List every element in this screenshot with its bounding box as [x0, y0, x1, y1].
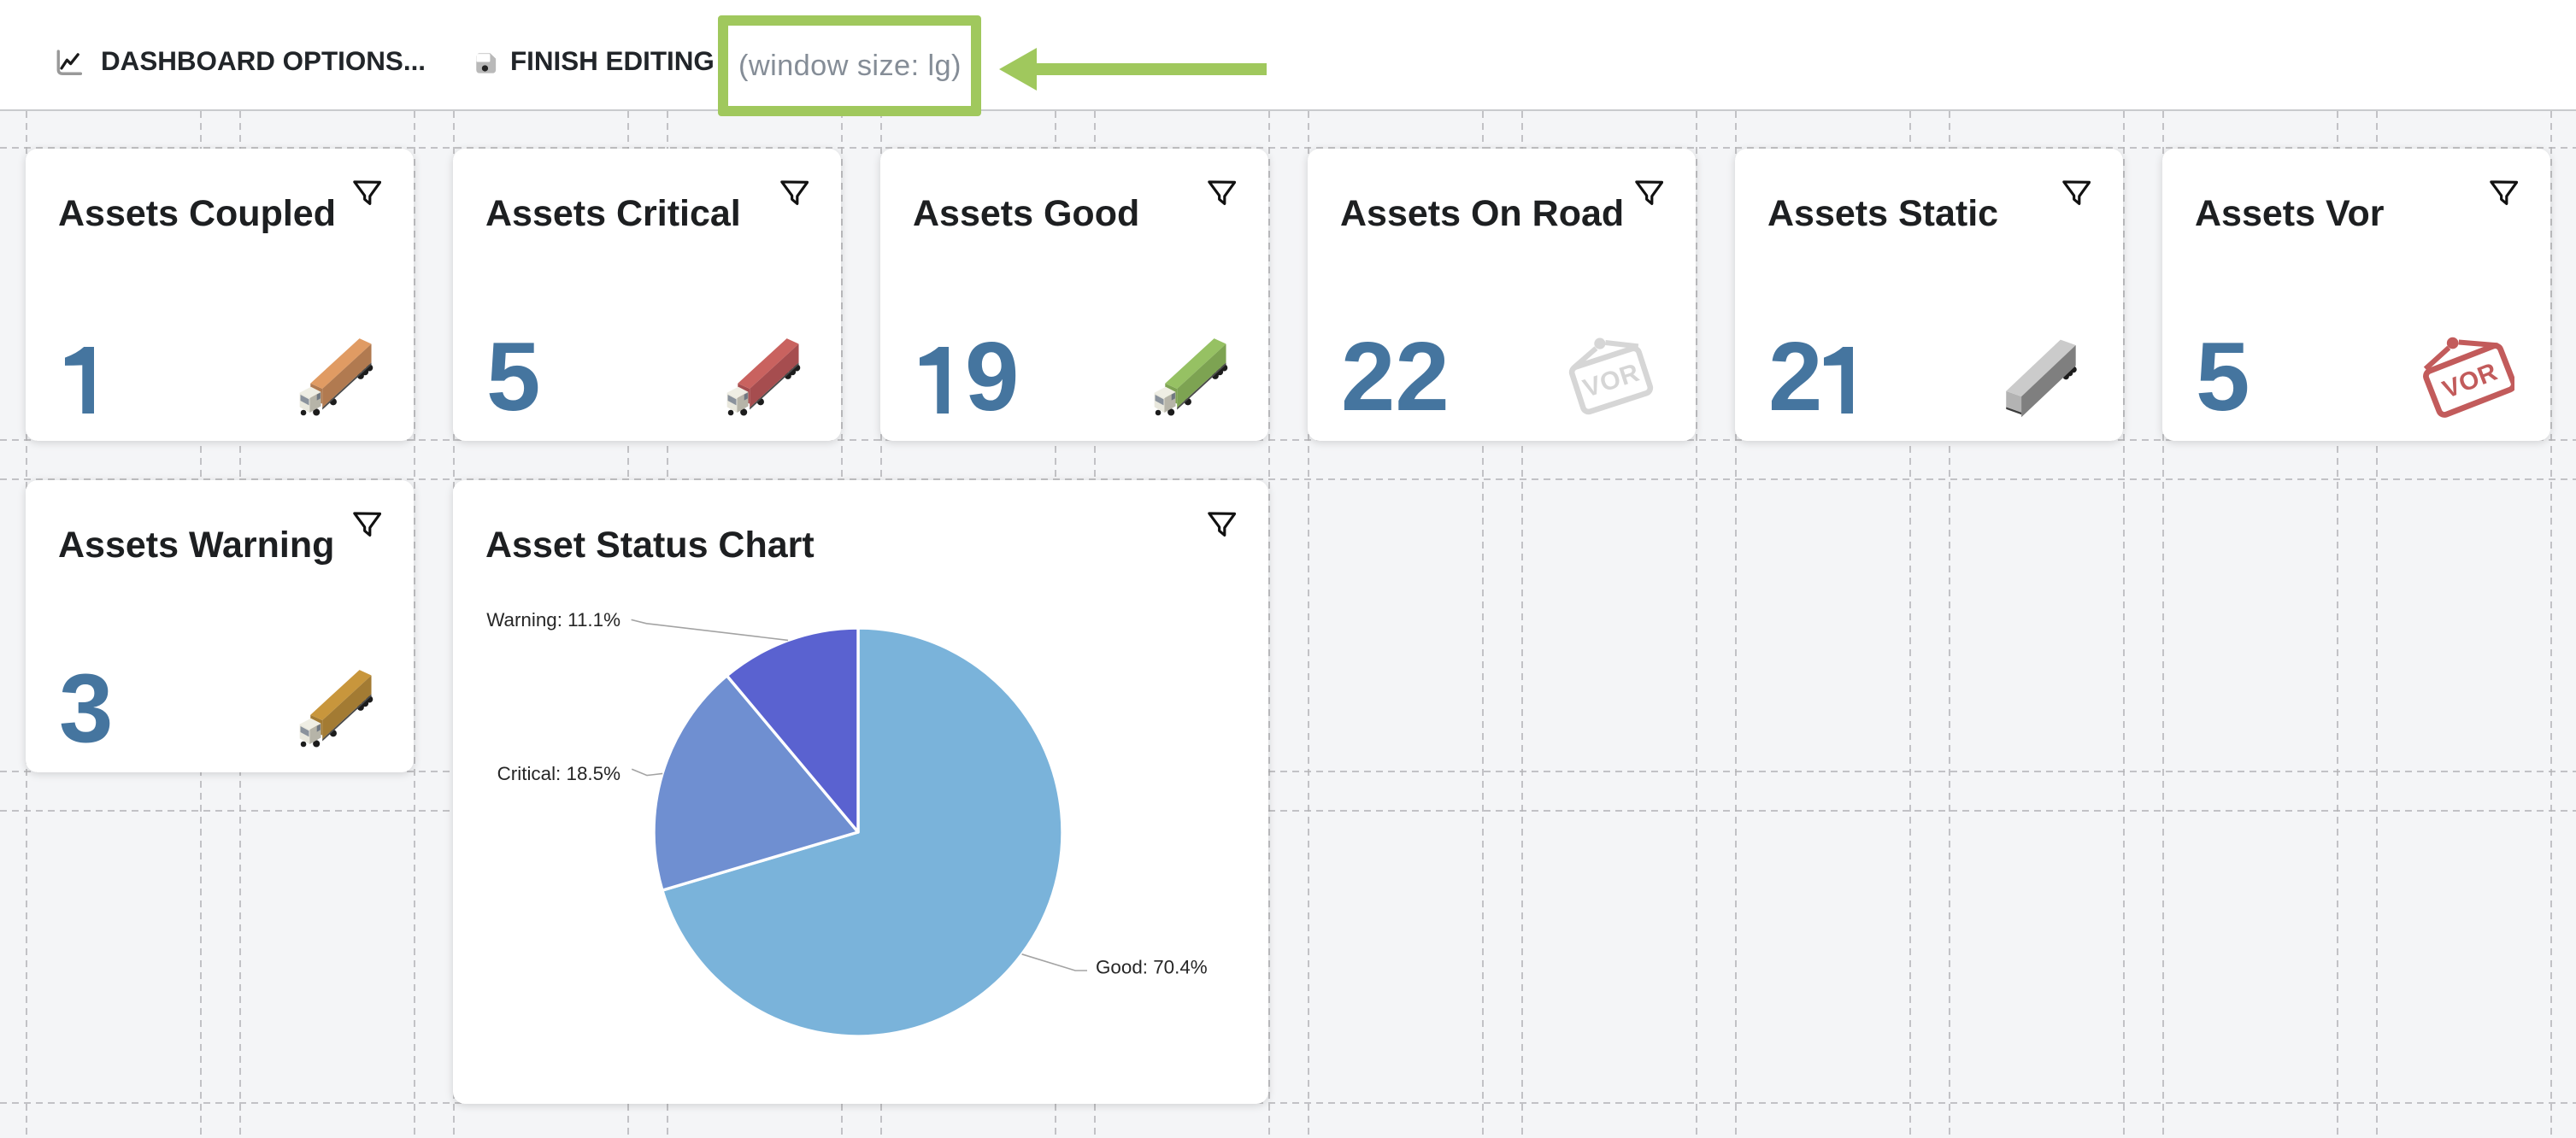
- svg-text:Critical: 18.5%: Critical: 18.5%: [497, 762, 620, 783]
- svg-text:Warning: 11.1%: Warning: 11.1%: [486, 608, 620, 630]
- svg-text:Good: 70.4%: Good: 70.4%: [1096, 955, 1208, 977]
